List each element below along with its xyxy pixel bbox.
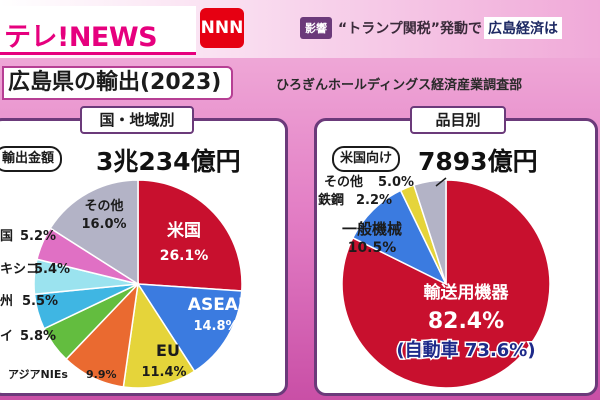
region-slice-value-3: 9.9% bbox=[86, 368, 117, 381]
region-slice-label-7: 国 bbox=[0, 229, 13, 244]
main-title: 広島県の輸出(2023) bbox=[2, 66, 234, 100]
region-slice-label-1: ASEAN bbox=[188, 295, 252, 315]
region-slice-value-6: 5.4% bbox=[34, 262, 70, 277]
headline: 影響 “トランプ関税”発動で 広島経済は bbox=[300, 14, 562, 42]
region-slice-label-6: キシコ bbox=[0, 262, 39, 277]
product-slice-3 bbox=[412, 179, 447, 285]
product-slice-label-3: その他 bbox=[324, 174, 363, 190]
region-slice-value-1: 14.8% bbox=[193, 319, 238, 334]
product-slice-label-0: 輸送用機器 bbox=[424, 282, 510, 303]
region-slice-2 bbox=[122, 281, 196, 389]
product-pie-chart: 輸送用機器 82.4% (自動車 73.6%) 一般機械 10.5% 鉄鋼 2.2% その他 5… bbox=[318, 174, 551, 389]
headline-prefix: “トランプ関税”発動で bbox=[338, 21, 482, 37]
headline-highlight: 広島経済は bbox=[483, 17, 562, 39]
region-slice-value-4: 5.8% bbox=[20, 329, 56, 344]
product-slice-value-0: 82.4% bbox=[428, 309, 504, 334]
us-total-value: 7893億円 bbox=[418, 147, 538, 176]
export-total-label: 輸出金額 bbox=[0, 146, 63, 172]
logo-text: テレ!NEWS bbox=[4, 22, 158, 53]
region-slice-8 bbox=[49, 179, 139, 286]
export-total-value: 3兆234億円 bbox=[96, 147, 241, 176]
region-slice-label-2: EU bbox=[156, 341, 180, 360]
headline-tag: 影響 bbox=[300, 17, 332, 39]
region-pie-chart: 米国 26.1% ASEAN 14.8% EU 11.4% アジアNIEs 9.9% イ 5.8%… bbox=[0, 179, 252, 389]
region-slice-label-3: アジアNIEs bbox=[8, 368, 68, 381]
region-slice-label-4: イ bbox=[0, 329, 13, 344]
region-slice-label-5: 州 bbox=[0, 294, 13, 309]
product-slice-label-2: 鉄鋼 bbox=[318, 192, 344, 208]
network-badge: NNN bbox=[200, 8, 244, 48]
region-slice-label-0: 米国 bbox=[167, 220, 201, 241]
region-slice-0 bbox=[137, 179, 243, 292]
region-chart-title: 国・地域別 bbox=[80, 106, 194, 134]
region-slice-value-5: 5.5% bbox=[22, 294, 58, 309]
product-slice-1 bbox=[351, 189, 448, 286]
product-slice-label-1: 一般機械 bbox=[342, 220, 402, 238]
region-slice-label-8: その他 bbox=[84, 198, 123, 214]
product-slice-value-3: 5.0% bbox=[378, 175, 414, 190]
region-slice-value-0: 26.1% bbox=[160, 248, 209, 264]
region-slice-value-7: 5.2% bbox=[20, 229, 56, 244]
product-slice-value-1: 10.5% bbox=[348, 240, 397, 256]
region-slice-value-8: 16.0% bbox=[81, 217, 126, 232]
news-logo: テレ!NEWS bbox=[0, 6, 196, 55]
product-slice-sublabel-0: (自動車 73.6%) bbox=[396, 339, 535, 361]
product-slice-value-2: 2.2% bbox=[356, 193, 392, 208]
region-slice-value-2: 11.4% bbox=[141, 365, 186, 380]
us-total-label: 米国向け bbox=[332, 146, 401, 172]
source-credit: ひろぎんホールディングス経済産業調査部 bbox=[276, 78, 523, 93]
region-slice-1 bbox=[136, 283, 243, 373]
product-leader-line bbox=[435, 177, 447, 187]
product-chart-title: 品目別 bbox=[410, 106, 506, 134]
